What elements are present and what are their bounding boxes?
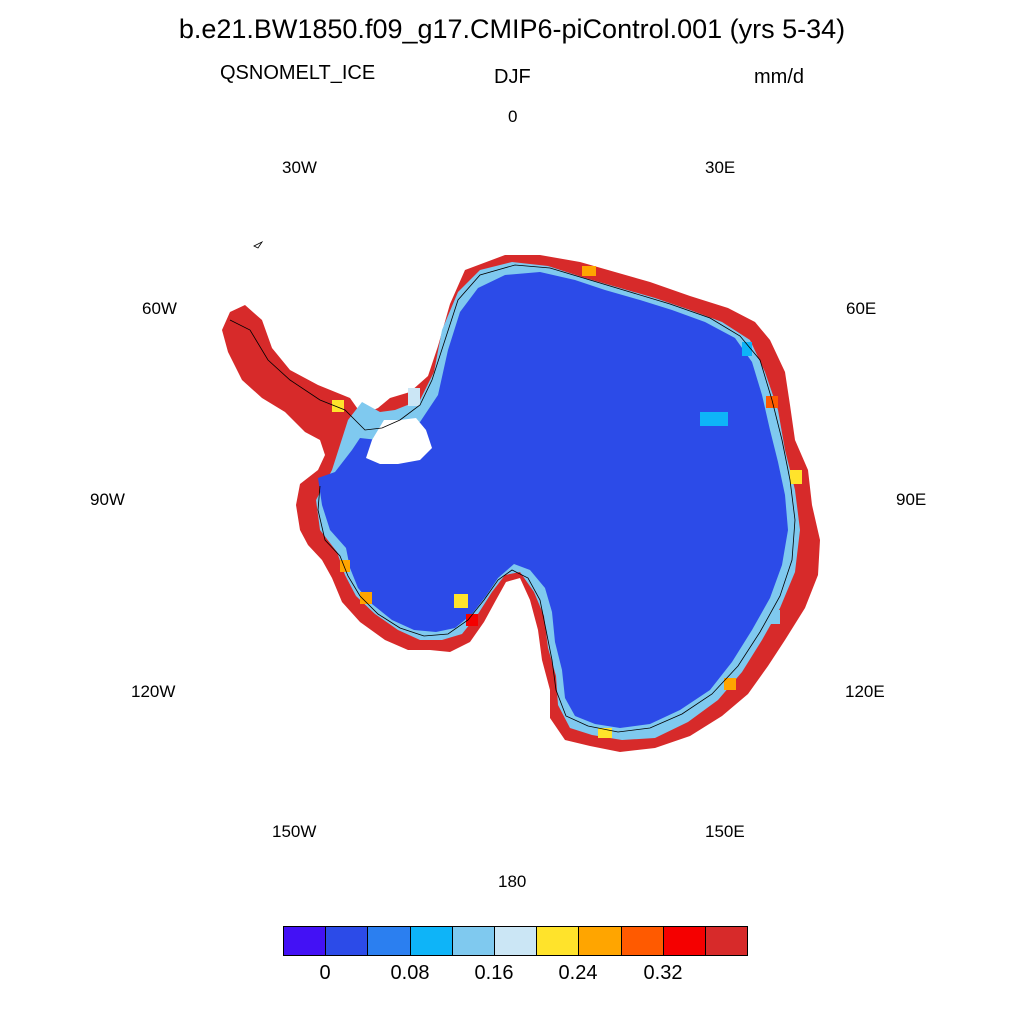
coastal-patch xyxy=(408,388,420,406)
variable-label: QSNOMELT_ICE xyxy=(220,62,376,84)
coastal-patch xyxy=(742,342,752,356)
coastal-patch xyxy=(790,470,802,484)
lon-label-120e: 120E xyxy=(845,682,885,701)
coastal-patch xyxy=(340,560,350,572)
lon-label-30w: 30W xyxy=(282,158,317,177)
lon-label-150e: 150E xyxy=(705,822,745,841)
ice-sheet-interior xyxy=(318,272,788,728)
units-label: mm/d xyxy=(754,66,804,88)
colorbar-swatch-2 xyxy=(368,927,411,955)
lon-label-150w: 150W xyxy=(272,822,317,841)
coastal-patch xyxy=(700,412,728,426)
colorbar-swatch-6 xyxy=(537,927,580,955)
lon-label-0: 0 xyxy=(508,107,518,126)
coastal-patch xyxy=(466,614,478,626)
colorbar-swatch-10 xyxy=(705,927,748,955)
weddell-sea-gap xyxy=(366,418,432,464)
island-outline xyxy=(253,240,264,249)
antarctica-map xyxy=(222,240,820,752)
coastal-patch xyxy=(332,400,344,412)
colorbar-swatch-4 xyxy=(452,927,495,955)
lon-label-90e: 90E xyxy=(896,490,927,509)
colorbar-label: 0 xyxy=(319,962,331,984)
colorbar-swatch-7 xyxy=(579,927,622,955)
coastal-patch xyxy=(598,728,612,738)
coastal-patch xyxy=(768,610,780,624)
coastal-patch xyxy=(582,266,596,276)
lon-label-120w: 120W xyxy=(131,682,176,701)
plot-title: b.e21.BW1850.f09_g17.CMIP6-piControl.001… xyxy=(178,14,846,44)
season-label: DJF xyxy=(494,66,531,88)
coastal-patch xyxy=(724,678,736,690)
colorbar-swatch-3 xyxy=(410,927,453,955)
lon-label-90w: 90W xyxy=(90,490,125,509)
lon-label-60w: 60W xyxy=(142,299,177,318)
colorbar-label: 0.08 xyxy=(390,962,430,984)
colorbar-label: 0.24 xyxy=(558,962,598,984)
coastal-patch xyxy=(454,594,468,608)
coastline xyxy=(229,264,796,733)
colorbar-label: 0.32 xyxy=(643,962,683,984)
colorbar-swatch-8 xyxy=(621,927,664,955)
colorbar-label: 0.16 xyxy=(474,962,514,984)
colorbar-swatch-5 xyxy=(494,927,538,955)
coastal-patch xyxy=(766,396,778,408)
lon-label-60e: 60E xyxy=(846,299,877,318)
coastal-patch xyxy=(360,592,372,604)
lon-label-180: 180 xyxy=(498,872,527,891)
colorbar-swatch-9 xyxy=(663,927,706,955)
lon-label-30e: 30E xyxy=(705,158,736,177)
colorbar xyxy=(283,926,748,956)
colorbar-swatch-0 xyxy=(284,927,327,955)
colorbar-swatch-1 xyxy=(326,927,369,955)
